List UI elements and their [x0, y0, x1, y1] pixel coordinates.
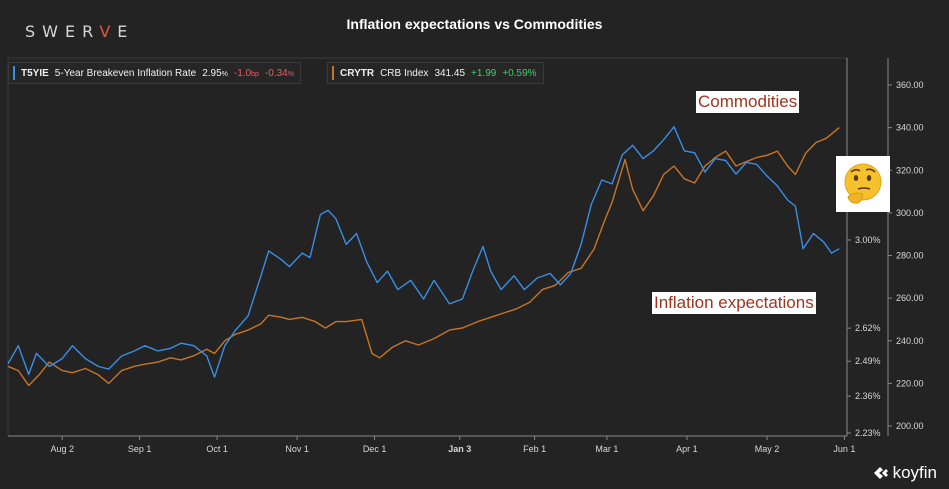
x-tick-label: Jun 1 [833, 444, 855, 454]
x-tick-label: Mar 1 [595, 444, 618, 454]
x-tick-label: Jan 3 [448, 444, 471, 454]
legend-change: -1.0bp [233, 67, 259, 79]
x-tick-label: Feb 1 [523, 444, 546, 454]
left-tick-label: 2.36% [855, 391, 881, 401]
left-tick-label: 2.23% [855, 428, 881, 438]
left-tick-label: 3.00% [855, 235, 881, 245]
right-tick-label: 200.00 [896, 421, 924, 431]
legend-ticker: T5YIE [21, 67, 49, 79]
x-tick-label: Dec 1 [363, 444, 387, 454]
x-tick-label: Oct 1 [206, 444, 228, 454]
legend-series-name: 5-Year Breakeven Inflation Rate [54, 67, 197, 79]
legend-item-t5yie[interactable]: T5YIE 5-Year Breakeven Inflation Rate 2.… [8, 62, 301, 84]
x-tick-label: Aug 2 [50, 444, 74, 454]
series-lines [7, 126, 840, 387]
legend-pct-change: +0.59% [502, 67, 537, 79]
legend-pct-change: -0.34% [264, 67, 294, 79]
right-tick-label: 320.00 [896, 165, 924, 175]
legend-value: 341.45 [434, 67, 466, 79]
annotation-commodities: Commodities [696, 91, 800, 113]
right-tick-label: 340.00 [896, 123, 924, 133]
x-tick-label: Apr 1 [676, 444, 698, 454]
x-axis-ticks: Aug 2 Sep 1 Oct 1 Nov 1 Dec 1 Jan 3 Feb 1 Mar 1… [50, 436, 855, 454]
series-line-crb-index [7, 127, 840, 387]
x-tick-label: Sep 1 [128, 444, 152, 454]
brand-text-end: E [117, 22, 135, 41]
koyfin-logo: koyfin [872, 463, 937, 483]
annotation-inflation-expectations: Inflation expectations [652, 292, 816, 314]
series-color-swatch [13, 66, 15, 80]
koyfin-icon [873, 467, 888, 479]
right-tick-label: 240.00 [896, 336, 924, 346]
x-tick-label: May 2 [755, 444, 780, 454]
right-tick-label: 300.00 [896, 208, 924, 218]
series-line-5-year-breakeven-inflation-rate [7, 126, 840, 378]
legend-ticker: CRYTR [340, 67, 375, 79]
legend-series-name: CRB Index [380, 67, 429, 79]
series-color-swatch [332, 66, 334, 80]
x-tick-label: Nov 1 [285, 444, 309, 454]
right-tick-label: 360.00 [896, 80, 924, 90]
brand-text: SWER [25, 22, 100, 41]
right-axis-ticks: 200.00 220.00 240.00 260.00 280.00 300.00 320.… [888, 80, 924, 431]
thinking-face-icon [836, 156, 890, 212]
plot-frame [7, 57, 848, 437]
brand-logo: SWERVE [25, 22, 134, 41]
koyfin-wordmark: koyfin [892, 463, 937, 482]
legend-item-crytr[interactable]: CRYTR CRB Index 341.45 +1.99 +0.59% [327, 62, 544, 84]
brand-v-accent: V [99, 22, 118, 41]
left-tick-label: 2.49% [855, 356, 881, 366]
chart-title: Inflation expectations vs Commodities [346, 16, 603, 32]
legend-change: +1.99 [471, 67, 497, 79]
legend-value: 2.95% [202, 67, 228, 79]
right-tick-label: 220.00 [896, 378, 924, 388]
left-tick-label: 2.62% [855, 323, 881, 333]
right-tick-label: 260.00 [896, 293, 924, 303]
left-axis-ticks: 2.23% 2.36% 2.49% 2.62% 3.00% [847, 235, 881, 438]
right-tick-label: 280.00 [896, 251, 924, 261]
